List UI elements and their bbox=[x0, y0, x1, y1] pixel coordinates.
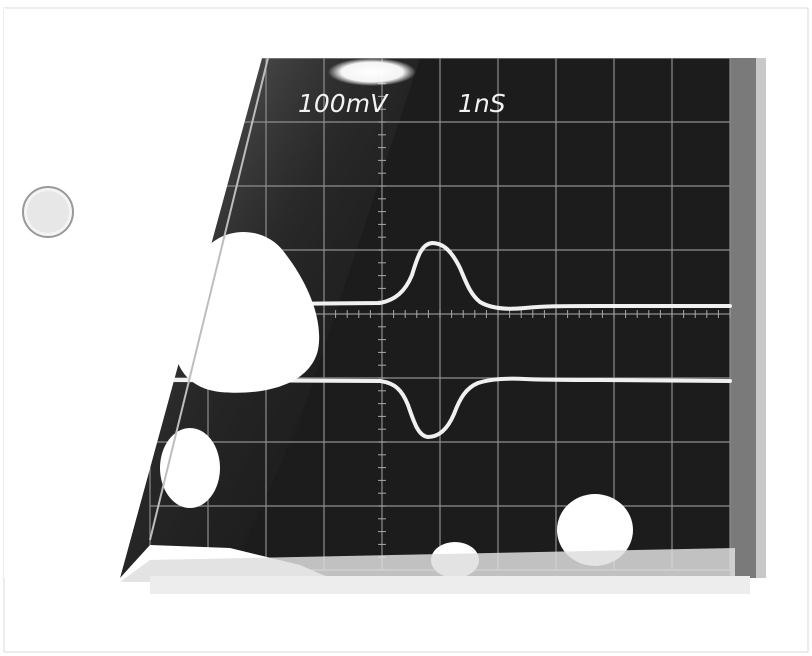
glare-spot-large bbox=[173, 231, 320, 393]
screen-bottom-lip bbox=[150, 576, 750, 594]
punch-hole-inner bbox=[27, 191, 69, 233]
time-scale-label: 1nS bbox=[458, 89, 506, 118]
vertical-scale-label: 100mV bbox=[298, 89, 389, 118]
glare-spot-top bbox=[328, 58, 416, 86]
lower-trace-waveform bbox=[158, 376, 732, 439]
screen-left-edge bbox=[149, 57, 269, 541]
bezel-edge bbox=[756, 58, 766, 578]
upper-trace-waveform bbox=[158, 241, 732, 311]
screen-bottom-band bbox=[120, 548, 735, 582]
left-paper-area bbox=[4, 8, 262, 578]
glare-spot-bottom-right bbox=[557, 494, 633, 566]
glare-spot-left bbox=[160, 428, 220, 508]
